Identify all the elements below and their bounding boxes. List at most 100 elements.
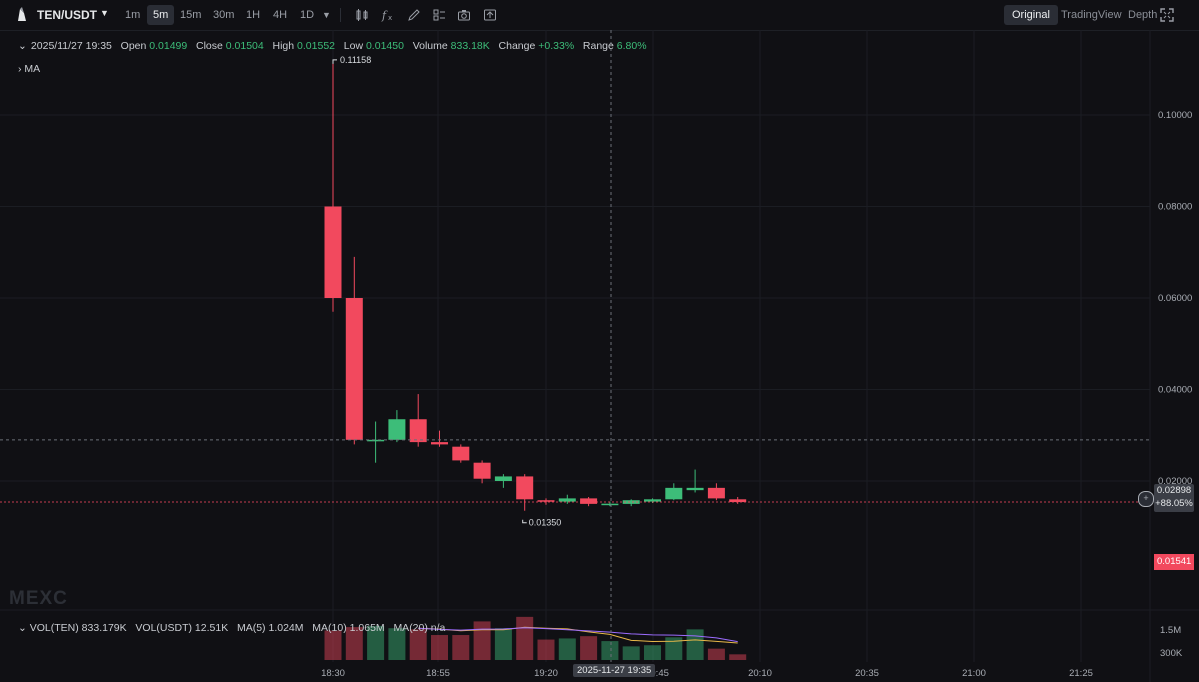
change-label: Change (498, 40, 536, 52)
ma20-value: n/a (430, 622, 446, 634)
volume-bar (729, 654, 747, 660)
tab-tradingview[interactable]: TradingView (1061, 9, 1122, 21)
volume-bar (473, 621, 491, 660)
timeframe-1d[interactable]: 1D (300, 9, 315, 21)
candle-type-icon[interactable] (355, 8, 369, 22)
candle-body (707, 487, 725, 499)
candle-body (494, 476, 512, 481)
volume-ma-lines (418, 626, 738, 644)
candle-body (431, 442, 448, 445)
crosshair-price-tag: 0.02898 +88.05% (1154, 484, 1194, 512)
time-tick-label: 21:25 (1069, 668, 1093, 679)
vol-ten-label: VOL(TEN) (29, 622, 79, 634)
volume-bar (686, 629, 704, 660)
candle-body (537, 500, 555, 502)
ma10-value: 1.065M (349, 622, 385, 634)
price-tick-label: 0.08000 (1158, 202, 1192, 213)
timeframe-5m[interactable]: 5m (147, 5, 175, 25)
volume-collapse-icon[interactable]: ⌄ (18, 622, 27, 634)
crosshair-price: 0.02898 (1156, 485, 1192, 496)
volume-ma10-line (418, 627, 738, 643)
export-icon[interactable] (483, 8, 497, 22)
camera-icon[interactable] (457, 8, 471, 22)
volume-bar (622, 646, 640, 660)
candle-body (665, 487, 683, 500)
timeframe-1h[interactable]: 1H (246, 9, 261, 21)
volume-bar (431, 635, 448, 660)
candle-body (622, 500, 640, 504)
ma-legend[interactable]: › MA (18, 63, 40, 75)
chart-grid (0, 30, 1199, 682)
volume-bar (580, 636, 598, 660)
price-tick-label: 0.02000 (1158, 476, 1192, 487)
price-tick-label: 0.10000 (1158, 110, 1192, 121)
vol-ten-value: 833.179K (81, 622, 127, 634)
volume-bar (409, 629, 427, 660)
settings-list-icon[interactable] (432, 8, 446, 22)
volume-bar (345, 627, 363, 660)
candle-body (367, 439, 385, 442)
candle-body (580, 498, 598, 504)
candle-body (644, 499, 661, 502)
timeframe-15m[interactable]: 15m (180, 9, 202, 21)
volume-bar (452, 635, 470, 660)
ma-expand-icon[interactable]: › (18, 63, 22, 75)
price-axis: 0.120000.100000.080000.060000.040000.020… (1158, 110, 1192, 659)
high-label: High (272, 40, 295, 52)
time-tick-label: 20:10 (748, 668, 772, 679)
open-value: 0.01499 (149, 40, 188, 52)
low-marker-label: 0.01350 (529, 518, 562, 528)
crosshair-change: +88.05% (1155, 498, 1193, 509)
legend-collapse-icon[interactable]: ⌄ (18, 40, 27, 52)
fullscreen-icon[interactable] (1160, 8, 1174, 22)
time-tick-label: 19:20 (534, 668, 558, 679)
time-tick-label: 18:30 (321, 668, 345, 679)
high-marker-label: 0.11158 (340, 55, 371, 65)
ma-label: MA (24, 63, 41, 75)
price-tick-label: 0.06000 (1158, 293, 1192, 304)
volume-bars (324, 616, 747, 660)
high-value: 0.01552 (297, 40, 336, 52)
svg-text:x: x (388, 14, 392, 22)
candle-body (388, 419, 406, 440)
trading-pair[interactable]: TEN/USDT (37, 8, 97, 22)
ma5-label: MA(5) (236, 622, 266, 634)
volume-bar (707, 648, 725, 660)
volume-bar (537, 639, 555, 660)
volume-bar (644, 645, 661, 660)
time-tick-label: 19:45 (645, 668, 669, 679)
volume-legend: ⌄ VOL(TEN) 833.179K VOL(USDT) 12.51K MA(… (18, 622, 445, 634)
high-marker-arrow (332, 59, 337, 64)
price-tick-label: 0.04000 (1158, 385, 1192, 396)
ma20-label: MA(20) (393, 622, 428, 634)
timeframe-4h[interactable]: 4H (273, 9, 288, 21)
legend-datetime: 2025/11/27 19:35 (30, 40, 112, 52)
pair-dropdown-icon[interactable]: ▼ (100, 8, 109, 18)
vol-usdt-label: VOL(USDT) (135, 622, 192, 634)
range-value: 6.80% (616, 40, 647, 52)
timeframe-1m[interactable]: 1m (125, 9, 141, 21)
candle-body (324, 206, 342, 298)
price-chart[interactable]: 0.120000.100000.080000.060000.040000.020… (0, 30, 1199, 682)
volume-bar (367, 625, 385, 660)
add-alert-icon[interactable]: + (1138, 491, 1154, 507)
volume-bar (558, 638, 576, 660)
volume-bar (324, 630, 342, 660)
token-logo-icon (18, 7, 26, 21)
timeframe-more-icon[interactable]: ▼ (322, 10, 331, 20)
ma5-value: 1.024M (268, 622, 304, 634)
timeframe-30m[interactable]: 30m (213, 9, 235, 21)
indicator-fx-icon[interactable]: f x (381, 8, 395, 22)
range-label: Range (582, 40, 614, 52)
change-value: +0.33% (538, 40, 575, 52)
close-label: Close (196, 40, 223, 52)
tab-depth[interactable]: Depth (1128, 9, 1158, 21)
tab-original[interactable]: Original (1004, 5, 1058, 25)
volume-tick-label: 1.5M (1160, 625, 1181, 636)
low-value: 0.01450 (365, 40, 404, 52)
volume-label: Volume (412, 40, 448, 52)
last-price-tag: 0.01541 (1154, 554, 1195, 570)
candle-body (686, 487, 704, 491)
draw-pencil-icon[interactable] (407, 8, 421, 22)
volume-bar (494, 628, 512, 660)
